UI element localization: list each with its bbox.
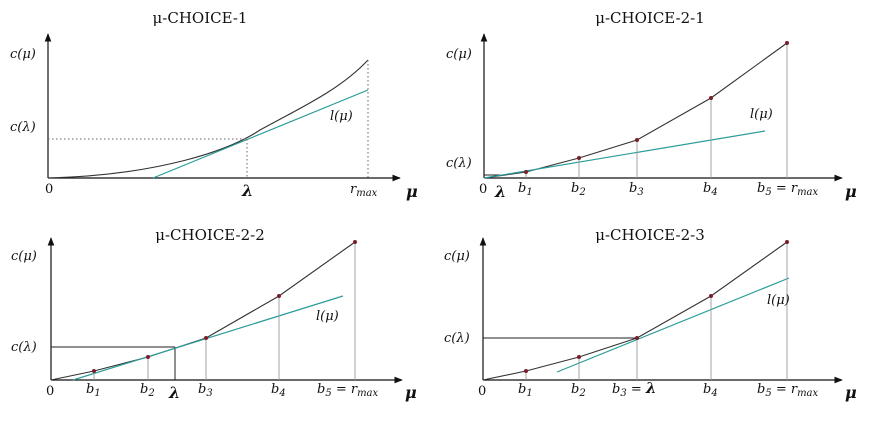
c-lambda-label: c(λ) bbox=[10, 120, 36, 135]
panel-mu-choice-1: μ-CHOICE-1 c(μ) c(λ) 0 μ λ rmax l(μ) bbox=[10, 9, 418, 201]
lambda-label: λ bbox=[241, 181, 253, 200]
c-lambda-label: c(λ) bbox=[11, 340, 37, 355]
breakpoint-label-b3: b3 bbox=[198, 382, 213, 399]
lambda-label: λ bbox=[494, 182, 506, 201]
breakpoint-label-b4: b4 bbox=[703, 181, 718, 198]
x-axis-label: μ bbox=[406, 182, 418, 201]
breakpoint-guides bbox=[93, 242, 356, 380]
breakpoint-guides bbox=[525, 242, 788, 380]
y-axis-label: c(μ) bbox=[446, 47, 472, 62]
panel-title: μ-CHOICE-2-2 bbox=[155, 226, 265, 244]
breakpoint-dots bbox=[92, 240, 357, 373]
breakpoint-label-b2: b2 bbox=[571, 382, 586, 399]
lambda-label: λ bbox=[168, 383, 180, 402]
tangent-label: l(μ) bbox=[750, 107, 773, 122]
breakpoint-label-b1: b1 bbox=[518, 181, 533, 198]
tangent-line bbox=[483, 130, 766, 179]
tangent-label: l(μ) bbox=[767, 293, 790, 308]
origin-label: 0 bbox=[479, 182, 487, 197]
breakpoint-label-b3: b3 bbox=[629, 181, 644, 198]
breakpoint-label-b5: b5 = rmax bbox=[317, 382, 379, 399]
panel-mu-choice-2-2: μ-CHOICE-2-2 c(μ) c(λ) 0 λ μ b1 b2 b3 b4 bbox=[11, 226, 417, 402]
breakpoint-label-b1: b1 bbox=[86, 382, 101, 399]
origin-label: 0 bbox=[45, 182, 53, 197]
panel-title: μ-CHOICE-1 bbox=[153, 9, 248, 27]
x-axis-label: μ bbox=[845, 182, 857, 201]
tangent-label: l(μ) bbox=[316, 309, 339, 324]
breakpoint-label-b5: b5 = rmax bbox=[757, 382, 819, 399]
breakpoint-label-b2: b2 bbox=[140, 382, 155, 399]
panel-mu-choice-2-3: μ-CHOICE-2-3 c(μ) c(λ) 0 μ b1 b2 b3 = λ … bbox=[444, 226, 857, 402]
x-axis-label: μ bbox=[845, 383, 857, 402]
tangent-line bbox=[556, 277, 790, 373]
cost-curve bbox=[50, 241, 356, 381]
c-lambda-label: c(λ) bbox=[444, 331, 470, 346]
panel-mu-choice-2-1: μ-CHOICE-2-1 c(μ) c(λ) 0 λ μ b1 b2 b3 b4… bbox=[446, 9, 857, 201]
y-axis-label: c(μ) bbox=[11, 249, 37, 264]
panel-title: μ-CHOICE-2-1 bbox=[595, 9, 705, 27]
breakpoint-label-b4: b4 bbox=[703, 382, 718, 399]
cost-curve bbox=[47, 59, 369, 179]
origin-label: 0 bbox=[46, 384, 54, 399]
y-axis-label: c(μ) bbox=[10, 47, 36, 62]
breakpoint-dots bbox=[524, 41, 789, 174]
c-lambda-label: c(λ) bbox=[446, 156, 472, 171]
panel-title: μ-CHOICE-2-3 bbox=[595, 226, 705, 244]
tangent-line bbox=[152, 89, 369, 179]
breakpoint-guides bbox=[525, 43, 788, 178]
breakpoint-dots bbox=[524, 240, 789, 373]
breakpoint-label-b5: b5 = rmax bbox=[757, 181, 819, 198]
cost-curve bbox=[482, 241, 788, 381]
origin-label: 0 bbox=[478, 384, 486, 399]
cost-curve bbox=[483, 42, 788, 179]
x-axis-label: μ bbox=[405, 383, 417, 402]
breakpoint-label-b4: b4 bbox=[271, 382, 286, 399]
r-max-label: rmax bbox=[350, 182, 378, 199]
breakpoint-label-b1: b1 bbox=[518, 382, 533, 399]
tangent-label: l(μ) bbox=[330, 109, 353, 124]
breakpoint-label-b2: b2 bbox=[571, 181, 586, 198]
y-axis-label: c(μ) bbox=[444, 249, 470, 264]
breakpoint-label-b3: b3 = λ bbox=[612, 379, 656, 399]
